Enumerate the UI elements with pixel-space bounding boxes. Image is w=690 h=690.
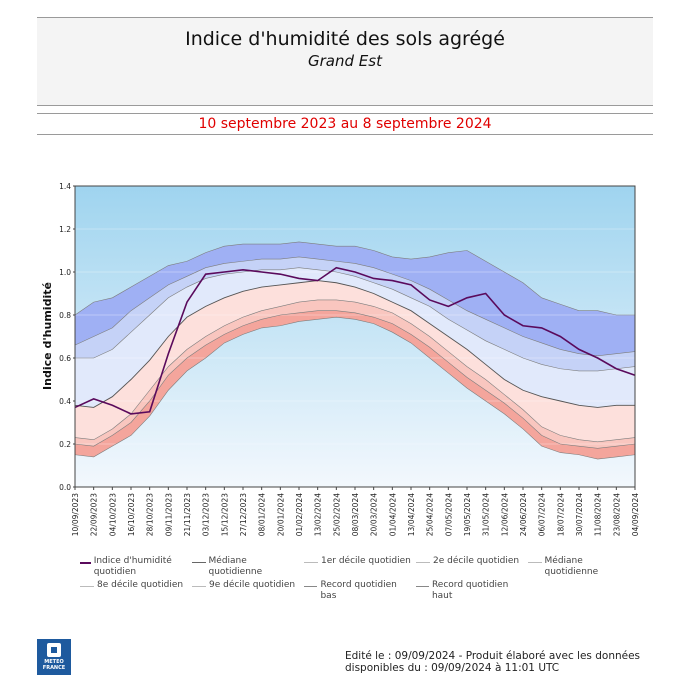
logo-text: METEO FRANCE (42, 659, 66, 671)
x-tick-label: 28/10/2023 (146, 493, 155, 536)
x-tick-label: 11/08/2024 (594, 493, 603, 536)
meteo-france-logo: METEO FRANCE (37, 639, 71, 675)
footer-line-2: disponibles du : 09/09/2024 à 11:01 UTC (345, 662, 560, 674)
band-record-high-to-9th (75, 241, 635, 356)
region-subtitle: Grand Est (308, 52, 382, 70)
legend-item: 2e décile quotidien (416, 556, 524, 567)
legend-label: 2e décile quotidien (433, 556, 520, 566)
x-tick-label: 18/07/2024 (556, 493, 565, 536)
legend-label: Indice d'humidité quotidien (93, 556, 172, 577)
legend-label: 8e décile quotidien (97, 580, 184, 590)
x-tick-label: 24/06/2024 (519, 493, 528, 536)
legend-swatch (528, 562, 542, 563)
page-title: Indice d'humidité des sols agrégé (185, 28, 505, 50)
x-tick-label: 03/12/2023 (202, 493, 211, 536)
band-9th-to-8th (75, 256, 635, 371)
x-tick-label: 30/07/2024 (575, 493, 584, 536)
x-tick-label: 16/10/2023 (127, 493, 136, 536)
legend-swatch (416, 586, 429, 587)
legend-swatch (416, 562, 430, 563)
decile-8-line (75, 267, 636, 372)
x-tick-label: 25/02/2024 (332, 493, 341, 536)
record-low-line (74, 316, 636, 460)
footer-line-1: Edité le : 09/09/2024 - Produit élaboré … (345, 650, 641, 662)
x-tick-label: 20/03/2024 (370, 493, 379, 536)
x-tick-label: 04/09/2024 (631, 493, 640, 536)
y-tick-label: 1.2 (59, 225, 71, 234)
footer-note: Edité le : 09/09/2024 - Produit élaboré … (345, 650, 640, 674)
x-tick-label: 08/03/2024 (351, 493, 360, 536)
legend-swatch (80, 562, 91, 564)
legend-swatch (80, 586, 94, 587)
x-tick-label: 25/04/2024 (426, 493, 435, 536)
x-tick-label: 31/05/2024 (482, 493, 491, 536)
x-tick-label: 01/04/2024 (388, 493, 397, 536)
divider-bottom (37, 134, 653, 135)
decile-9-line (74, 256, 636, 357)
x-tick-label: 23/08/2024 (612, 493, 621, 536)
band-median-to-2nd (75, 280, 635, 442)
x-tick-label: 08/01/2024 (258, 493, 267, 536)
x-tick-label: 15/12/2023 (220, 493, 229, 536)
logo-mark-icon (47, 643, 61, 657)
x-tick-label: 20/01/2024 (276, 493, 285, 536)
legend-item: Indice d'humidité quotidien (80, 556, 188, 578)
x-tick-label: 22/09/2023 (90, 493, 99, 536)
x-tick-label: 04/10/2023 (108, 493, 117, 536)
legend-item: Record quotidien bas (304, 580, 412, 602)
record-high-line (74, 241, 635, 316)
x-tick-label: 13/02/2024 (314, 493, 323, 536)
legend-swatch (304, 562, 318, 563)
x-tick-label: 21/11/2023 (183, 493, 192, 536)
band-8th-to-median (75, 267, 635, 408)
y-tick-label: 0.6 (59, 354, 71, 363)
legend-label: 1er décile quotidien (321, 556, 411, 566)
y-tick-label: 1.4 (59, 182, 71, 191)
x-tick-label: 13/04/2024 (407, 493, 416, 536)
decile-1-line (74, 310, 636, 449)
legend-item: Médiane quotidienne (528, 556, 636, 578)
y-tick-label: 0.0 (59, 483, 71, 492)
x-tick-label: 10/09/2023 (71, 493, 80, 536)
x-tick-label: 12/06/2024 (500, 493, 509, 536)
x-tick-label: 01/02/2024 (295, 493, 304, 536)
legend-swatch (304, 586, 318, 587)
legend-item: Médiane quotidienne (192, 556, 300, 578)
y-tick-label: 1.0 (59, 268, 71, 277)
legend-swatch (192, 562, 206, 563)
legend-item: 1er décile quotidien (304, 556, 412, 567)
band-2nd-to-1st (75, 299, 635, 449)
legend-item: Record quotidien haut (416, 580, 524, 602)
band-1st-to-record-low (75, 310, 635, 460)
legend-label: Record quotidien bas (320, 580, 397, 601)
legend-label: Médiane quotidienne (544, 556, 599, 577)
x-tick-label: 06/07/2024 (538, 493, 547, 536)
x-tick-label: 07/05/2024 (444, 493, 453, 536)
legend-swatch (192, 586, 206, 587)
period-label: 10 septembre 2023 au 8 septembre 2024 (198, 116, 492, 132)
humidity-index-line (74, 266, 636, 415)
x-tick-label: 27/12/2023 (239, 493, 248, 536)
y-tick-label: 0.8 (59, 311, 71, 320)
legend-label: Record quotidien haut (431, 580, 509, 601)
divider-top (37, 113, 653, 114)
decile-2-line (74, 299, 636, 443)
y-axis-label: Indice d'humidité (41, 282, 54, 390)
legend-item: 9e décile quotidien (192, 580, 300, 591)
y-tick-label: 0.2 (59, 440, 71, 449)
legend-label: Médiane quotidienne (208, 556, 263, 577)
legend-item: 8e décile quotidien (80, 580, 188, 591)
legend-label: 9e décile quotidien (209, 580, 296, 590)
x-tick-label: 19/05/2024 (463, 493, 472, 536)
x-tick-label: 09/11/2023 (164, 493, 173, 536)
header-panel: Indice d'humidité des sols agrégé Grand … (37, 17, 653, 106)
y-tick-label: 0.4 (59, 397, 71, 406)
median-line (74, 280, 635, 408)
